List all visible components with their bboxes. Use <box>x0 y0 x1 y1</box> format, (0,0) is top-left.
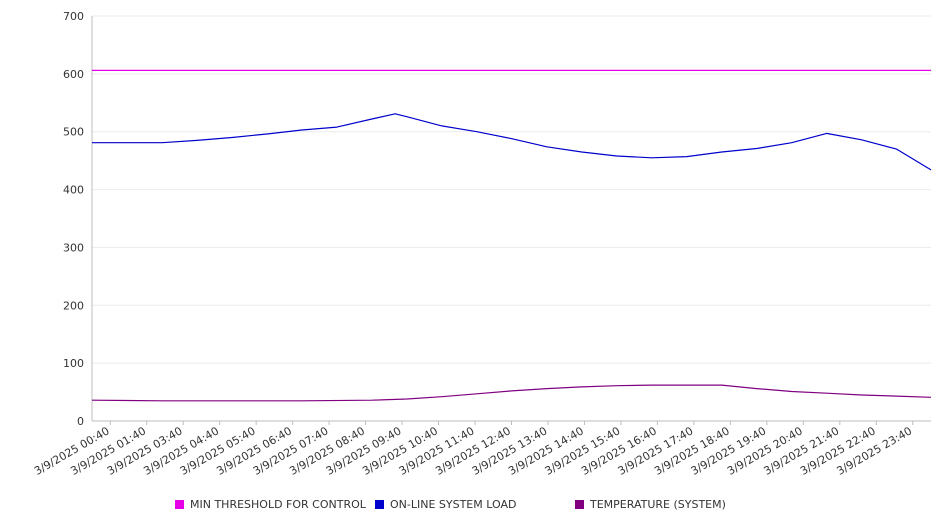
series-line-on-line-system-load <box>92 113 932 171</box>
series-lines <box>91 69 932 402</box>
legend-swatch <box>375 500 384 509</box>
y-tick-labels: 0 100 200 300 400 500 600 700 <box>63 10 84 428</box>
y-tick-label: 0 <box>77 415 84 428</box>
y-tick-label: 500 <box>63 126 84 139</box>
grid-lines <box>92 15 931 364</box>
y-tick-label: 200 <box>63 299 84 312</box>
legend-item: ON-LINE SYSTEM LOAD <box>375 498 516 511</box>
y-tick-label: 300 <box>63 241 84 254</box>
axes <box>91 16 931 425</box>
legend: MIN THRESHOLD FOR CONTROL ON-LINE SYSTEM … <box>0 498 946 514</box>
y-tick-label: 600 <box>63 68 84 81</box>
legend-swatch <box>175 500 184 509</box>
line-chart: 0 100 200 300 400 500 600 700 3/9/2025 00:403/9… <box>32 10 932 478</box>
y-tick-label: 100 <box>63 357 84 370</box>
legend-label: ON-LINE SYSTEM LOAD <box>390 498 517 511</box>
legend-item: TEMPERATURE (SYSTEM) <box>575 498 726 511</box>
legend-label: TEMPERATURE (SYSTEM) <box>590 498 726 511</box>
y-tick-label: 400 <box>63 184 84 197</box>
y-tick-label: 700 <box>63 10 84 23</box>
legend-item: MIN THRESHOLD FOR CONTROL <box>175 498 366 511</box>
series-line-temperature-system <box>91 384 932 402</box>
legend-swatch <box>575 500 584 509</box>
x-tick-labels: 3/9/2025 00:403/9/2025 01:403/9/2025 03:… <box>32 424 914 478</box>
legend-label: MIN THRESHOLD FOR CONTROL <box>190 498 366 511</box>
